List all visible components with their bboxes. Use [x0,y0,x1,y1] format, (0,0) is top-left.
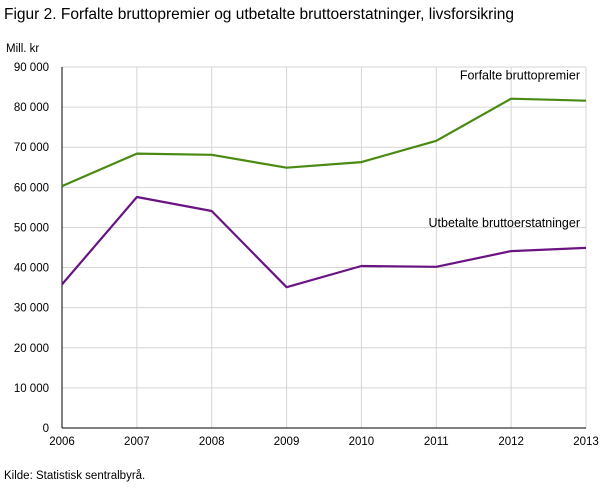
y-tick-label: 0 [43,423,49,435]
y-tick-label: 90 000 [14,62,49,74]
series-label-2: Utbetalte bruttoerstatninger [429,216,580,230]
x-tick-label: 2012 [498,436,524,448]
y-tick-label: 10 000 [14,383,49,395]
series-labels: Forfalte bruttopremier Utbetalte bruttoer… [429,69,580,230]
series-lines [61,97,587,289]
x-tick-label: 2006 [49,436,75,448]
y-tick-label: 30 000 [14,303,49,315]
axes [61,67,586,429]
y-tick-labels: 0 10 000 20 000 30 000 40 000 50 000 60 000 70 … [14,62,49,435]
chart-title: Figur 2. Forfalte bruttopremier og utbet… [4,6,515,23]
y-tick-label: 80 000 [14,102,49,114]
x-tick-label: 2011 [424,436,449,448]
y-tick-label: 40 000 [14,263,49,275]
y-axis-label: Mill. kr [6,43,39,55]
series-line-1 [61,97,587,188]
x-tick-label: 2007 [124,436,150,448]
y-tick-label: 50 000 [14,222,49,234]
x-tick-label: 2010 [349,436,375,448]
grid-lines [62,66,587,428]
series-label-1: Forfalte bruttopremier [460,69,580,83]
x-tick-label: 2008 [199,436,225,448]
y-tick-label: 60 000 [14,182,49,194]
source-note: Kilde: Statistisk sentralbyrå. [4,470,146,482]
y-tick-label: 70 000 [14,142,49,154]
series-line-2 [61,195,587,289]
x-tick-label: 2013 [573,436,599,448]
x-tick-labels: 2006 2007 2008 2009 2010 2011 2012 2013 [49,436,599,448]
y-tick-label: 20 000 [14,343,49,355]
x-tick-label: 2009 [274,436,300,448]
